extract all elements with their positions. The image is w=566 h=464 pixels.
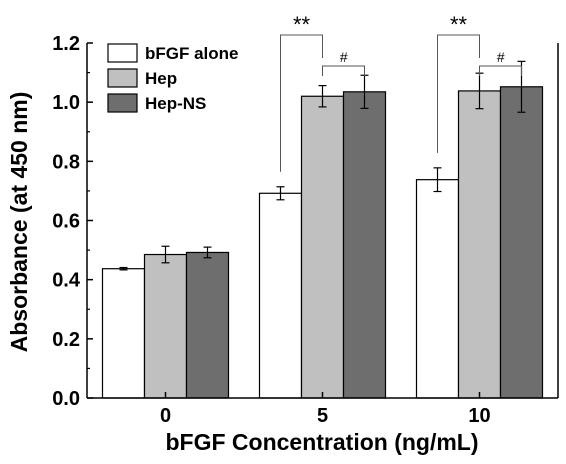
- x-axis-title: bFGF Concentration (ng/mL): [165, 429, 478, 455]
- legend-item-2: Hep: [107, 68, 177, 88]
- error-bar-1-10: [433, 167, 442, 193]
- bar-3-0: [185, 251, 230, 399]
- annotations-layer: ** # ** #: [280, 12, 522, 172]
- bar-1-10: [415, 179, 460, 399]
- y-tick-label: 1.2: [52, 33, 80, 55]
- bar-2-5: [300, 95, 345, 399]
- y-tick-label: 0.4: [52, 270, 81, 292]
- y-tick-label: 1.0: [52, 92, 80, 114]
- significance-bracket: #: [479, 49, 522, 76]
- significance-bracket: **: [437, 12, 480, 153]
- error-bar-2-5: [318, 84, 327, 108]
- y-tick-label: 0.2: [52, 329, 80, 351]
- legend-item-3: Hep-NS: [107, 93, 206, 113]
- y-tick-label: 0.0: [52, 388, 80, 410]
- bar-3-10: [499, 86, 544, 399]
- significance-hash: #: [340, 49, 348, 65]
- bars-layer: [101, 86, 544, 399]
- axes-layer: 0.0 0.2 0.4 0.6 0.8 1.0 1.2 0 5 10: [52, 33, 559, 427]
- legend-swatch: [107, 68, 138, 88]
- legend-swatch: [107, 93, 138, 113]
- legend-item-1: bFGF alone: [107, 43, 239, 63]
- y-tick-label: 0.6: [52, 211, 80, 233]
- y-tick-label: 0.8: [52, 151, 80, 173]
- significance-stars: **: [450, 12, 468, 37]
- significance-bracket: **: [280, 12, 323, 172]
- bar-2-10: [457, 90, 502, 399]
- legend-label: bFGF alone: [145, 44, 239, 63]
- legend-label: Hep: [145, 69, 177, 88]
- y-axis-title: Absorbance (at 450 nm): [6, 92, 32, 353]
- errorbars-layer: [119, 60, 526, 271]
- x-tick-label: 10: [468, 405, 490, 427]
- x-tick-label: 5: [317, 405, 328, 427]
- significance-stars: **: [293, 12, 311, 37]
- legend-label: Hep-NS: [145, 94, 206, 113]
- bar-1-5: [258, 192, 303, 399]
- error-bar-1-0: [119, 266, 128, 271]
- error-bar-3-0: [203, 246, 212, 259]
- x-tick-label: 0: [160, 405, 171, 427]
- error-bar-2-0: [161, 245, 170, 264]
- error-bar-1-5: [276, 186, 285, 201]
- bar-1-0: [101, 268, 146, 399]
- bar-3-5: [342, 91, 387, 399]
- bar-2-0: [143, 253, 188, 399]
- significance-hash: #: [497, 49, 505, 65]
- significance-bracket: #: [322, 49, 365, 76]
- legend-swatch: [107, 43, 138, 63]
- legend: bFGF alone Hep Hep-NS: [107, 43, 239, 113]
